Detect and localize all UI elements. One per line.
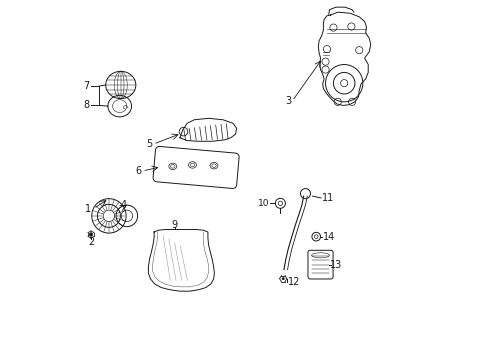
Text: 11: 11 [321,193,333,203]
Text: 2: 2 [88,237,94,247]
Text: 8: 8 [83,100,89,111]
Text: 9: 9 [171,220,178,230]
Text: 4: 4 [120,200,126,210]
Text: 10: 10 [258,199,269,208]
Text: 12: 12 [287,277,299,287]
Text: 14: 14 [322,232,334,242]
Text: 5: 5 [145,139,152,149]
Text: 7: 7 [83,81,89,91]
Text: 1: 1 [85,204,91,214]
Text: 6: 6 [135,166,141,176]
Text: 3: 3 [285,96,290,106]
Circle shape [281,277,284,280]
Circle shape [89,233,93,236]
Text: 13: 13 [329,260,342,270]
